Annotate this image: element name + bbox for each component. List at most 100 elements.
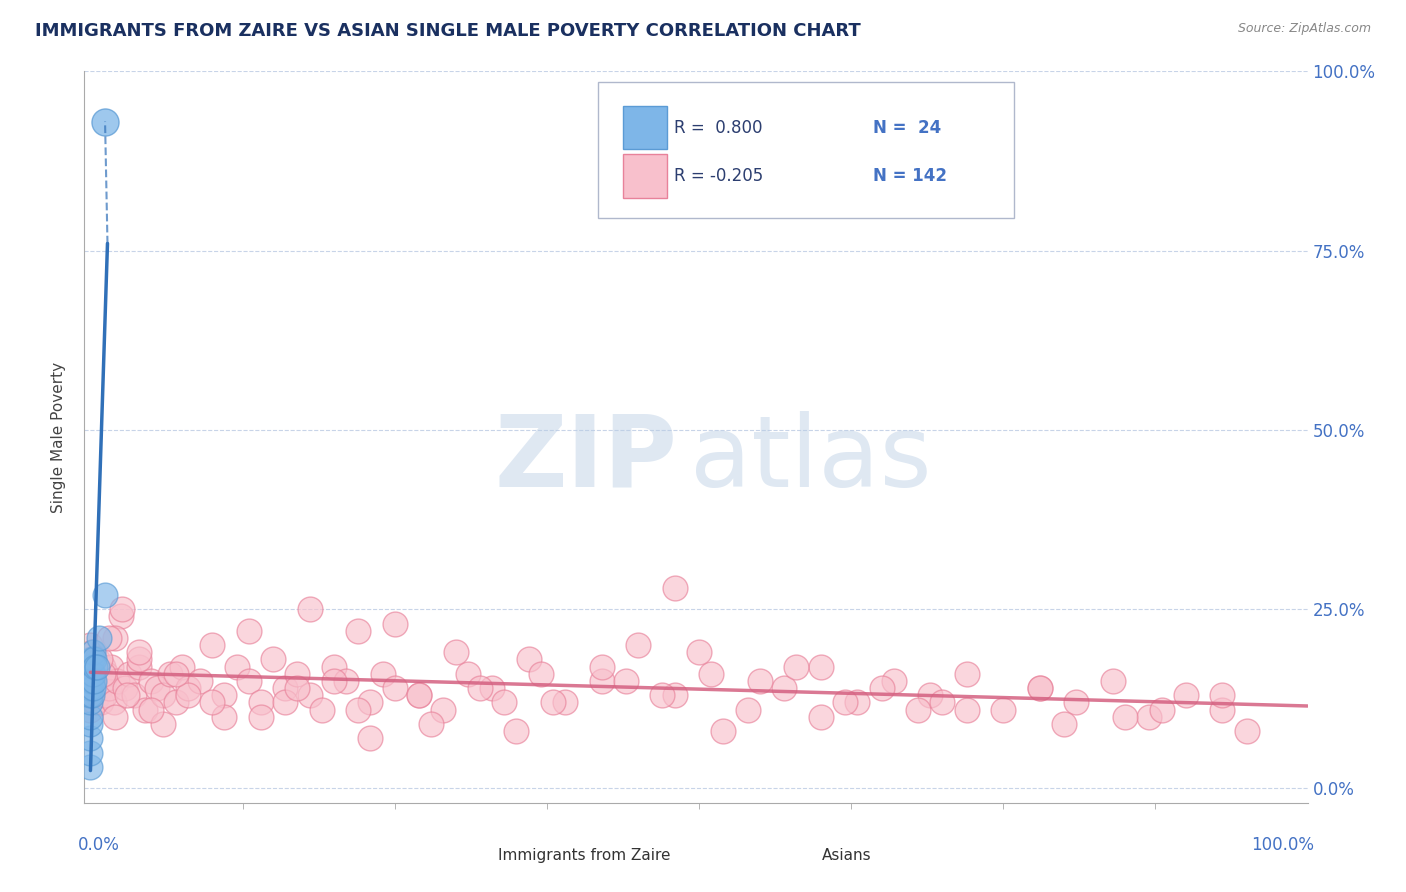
Point	[834, 695, 856, 709]
Point	[83, 673, 105, 688]
Point	[80, 666, 103, 681]
Point	[79, 688, 101, 702]
Point	[80, 659, 103, 673]
Point	[79, 695, 101, 709]
Point	[285, 666, 308, 681]
Point	[79, 681, 101, 695]
Point	[84, 695, 107, 709]
Point	[105, 673, 128, 688]
Point	[748, 673, 770, 688]
Point	[87, 666, 110, 681]
Point	[91, 659, 114, 673]
Text: ZIP: ZIP	[495, 410, 678, 508]
Point	[104, 710, 127, 724]
Point	[285, 681, 308, 695]
Point	[785, 659, 807, 673]
Point	[115, 688, 138, 702]
Point	[177, 688, 200, 702]
Point	[384, 681, 406, 695]
Point	[408, 688, 430, 702]
Point	[359, 695, 381, 709]
Text: R = -0.205: R = -0.205	[673, 167, 763, 185]
Point	[89, 681, 111, 695]
Point	[457, 666, 479, 681]
Point	[146, 681, 169, 695]
Point	[79, 731, 101, 746]
Point	[1066, 695, 1088, 709]
Point	[165, 666, 187, 681]
FancyBboxPatch shape	[773, 840, 817, 872]
Point	[664, 581, 686, 595]
Point	[82, 645, 104, 659]
Point	[159, 666, 181, 681]
Point	[1211, 688, 1233, 702]
Point	[82, 681, 104, 695]
Point	[79, 666, 101, 681]
Point	[80, 673, 103, 688]
Point	[810, 659, 832, 673]
Point	[80, 645, 103, 659]
Point	[94, 114, 117, 128]
Text: Source: ZipAtlas.com: Source: ZipAtlas.com	[1237, 22, 1371, 36]
Point	[298, 602, 321, 616]
Point	[84, 659, 107, 673]
Point	[152, 717, 174, 731]
Point	[128, 659, 150, 673]
Point	[688, 645, 710, 659]
Point	[100, 659, 122, 673]
Point	[84, 666, 107, 681]
Text: IMMIGRANTS FROM ZAIRE VS ASIAN SINGLE MALE POVERTY CORRELATION CHART: IMMIGRANTS FROM ZAIRE VS ASIAN SINGLE MA…	[35, 22, 860, 40]
Point	[94, 588, 117, 602]
Point	[152, 688, 174, 702]
Point	[883, 673, 905, 688]
Point	[444, 645, 467, 659]
Point	[97, 681, 120, 695]
Point	[87, 631, 110, 645]
Point	[627, 638, 650, 652]
Point	[201, 638, 224, 652]
Point	[1174, 688, 1197, 702]
Point	[347, 702, 370, 716]
Text: Asians: Asians	[823, 848, 872, 863]
Point	[141, 702, 163, 716]
Point	[114, 681, 136, 695]
Point	[83, 659, 105, 673]
Text: R =  0.800: R = 0.800	[673, 119, 762, 136]
Point	[79, 659, 101, 673]
Point	[79, 760, 101, 774]
Point	[128, 652, 150, 666]
Point	[97, 631, 120, 645]
Point	[432, 702, 454, 716]
FancyBboxPatch shape	[623, 106, 666, 149]
Point	[700, 666, 723, 681]
Point	[82, 652, 104, 666]
Point	[614, 673, 637, 688]
Point	[79, 666, 101, 681]
Point	[118, 666, 141, 681]
Point	[128, 645, 150, 659]
FancyBboxPatch shape	[598, 82, 1014, 218]
Point	[79, 638, 101, 652]
Point	[322, 659, 344, 673]
Point	[250, 695, 273, 709]
Point	[711, 724, 734, 739]
Point	[1211, 702, 1233, 716]
Point	[1053, 717, 1076, 731]
Point	[238, 624, 260, 638]
Point	[481, 681, 503, 695]
Point	[80, 688, 103, 702]
Point	[517, 652, 540, 666]
Point	[347, 624, 370, 638]
Point	[591, 659, 613, 673]
Point	[165, 695, 187, 709]
FancyBboxPatch shape	[623, 154, 666, 197]
Point	[737, 702, 759, 716]
Point	[87, 688, 110, 702]
Point	[920, 688, 942, 702]
Point	[420, 717, 443, 731]
Point	[262, 652, 284, 666]
Point	[664, 688, 686, 702]
Point	[79, 652, 101, 666]
Point	[1101, 673, 1123, 688]
Point	[94, 688, 117, 702]
